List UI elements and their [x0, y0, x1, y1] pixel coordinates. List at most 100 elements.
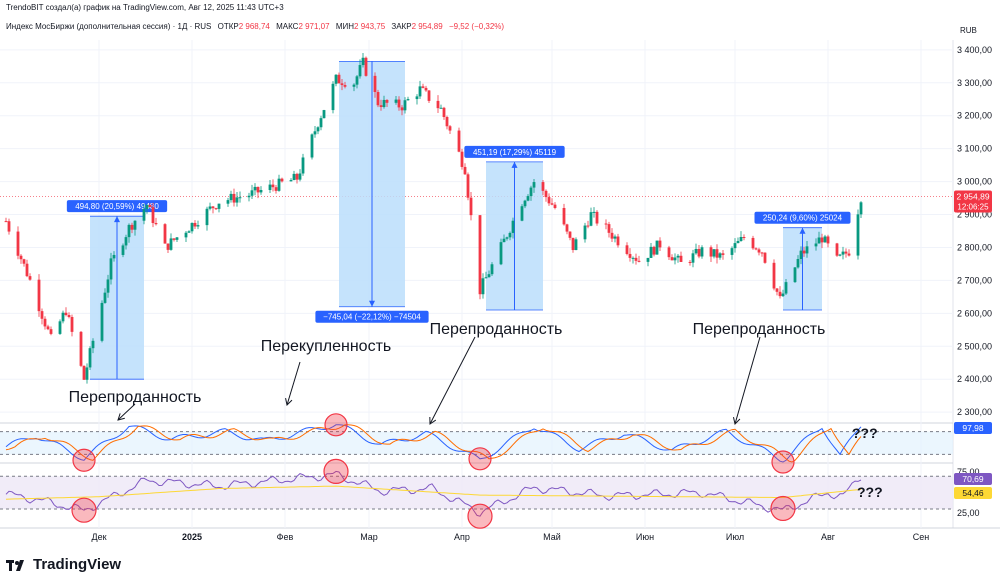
candle-body [670, 257, 674, 261]
candle-body [322, 110, 326, 119]
low-value: 2 943,75 [354, 22, 386, 31]
rsi-ma-value-box [954, 487, 992, 499]
open-label: ОТКР [218, 22, 239, 31]
annotation-arrowhead [732, 417, 741, 426]
candle-body [523, 200, 527, 207]
candle-body [226, 200, 230, 204]
credit-text: TrendoBIT создал(а) график на TradingVie… [6, 3, 284, 12]
candle-body [28, 276, 32, 280]
candle-body [4, 221, 8, 223]
candle-body [592, 211, 596, 213]
candle-body [715, 249, 719, 258]
candle-body [589, 212, 593, 226]
price-tick: 3 200,00 [957, 111, 992, 121]
candle-body [400, 107, 404, 111]
candle-body [358, 65, 362, 77]
candle-body [484, 277, 488, 279]
candle-body [70, 317, 74, 332]
price-tick: 2 600,00 [957, 308, 992, 318]
candle-body [505, 237, 509, 239]
annotation-label: Перекупленность [261, 338, 392, 355]
candle-body [379, 105, 383, 108]
rsi-circle [770, 495, 796, 522]
candle-body [802, 250, 806, 254]
measure-label-box [754, 211, 851, 224]
price-tick: 3 000,00 [957, 177, 992, 187]
time-tick: Сен [913, 532, 930, 542]
candle-body [841, 251, 845, 255]
price-tick: 3 300,00 [957, 78, 992, 88]
candle-body [148, 205, 152, 208]
last-price-time: 12:06:25 [957, 202, 989, 211]
brand-logo[interactable]: TradingView [6, 556, 121, 573]
rsi-tick: 75,00 [957, 467, 980, 477]
candle-body [337, 74, 341, 84]
annotation-arrowhead [429, 416, 437, 425]
candle-body [805, 246, 809, 254]
candle-body [190, 222, 194, 232]
candle-body [754, 248, 758, 250]
candle-body [541, 182, 545, 191]
candle-body [688, 261, 692, 263]
candle-body [421, 86, 425, 88]
candle-body [859, 202, 863, 215]
candle-body [343, 85, 347, 87]
candle-body [373, 75, 377, 93]
candle-body [676, 255, 680, 258]
candle-body [364, 57, 368, 76]
measure-label: 451,19 (17,29%) 45119 [473, 148, 557, 157]
candle-body [166, 243, 170, 250]
candle-body [130, 224, 134, 230]
candle-body [700, 247, 704, 257]
candle-body [793, 267, 797, 283]
candle-body [814, 243, 818, 247]
rsi-circle [323, 458, 349, 485]
candle-body [571, 237, 575, 251]
candle-body [37, 279, 41, 312]
candle-body [253, 186, 257, 191]
tradingview-logo-icon [6, 559, 24, 571]
last-price-box [954, 190, 992, 213]
annotation-arrow [734, 336, 761, 425]
legend-line: Индекс МосБиржи (дополнительная сессия) … [6, 22, 504, 31]
candle-body [712, 249, 716, 257]
candle-body [193, 222, 197, 227]
candle-body [313, 131, 317, 135]
candle-body [277, 178, 281, 191]
candle-body [760, 252, 764, 254]
open-value: 2 968,74 [239, 22, 271, 31]
candle-body [301, 157, 305, 174]
candle-body [187, 231, 191, 233]
candle-body [163, 224, 167, 244]
candle-body [784, 282, 788, 294]
candle-body [616, 236, 620, 246]
stoch-circle [771, 450, 795, 474]
candle-body [562, 207, 566, 225]
annotation-arrow [286, 361, 301, 406]
candle-body [694, 248, 698, 254]
measure-tools[interactable]: 494,80 (20,59%) 49480 −745,04 (−22,12%) −… [66, 61, 851, 380]
candle-body [574, 239, 578, 251]
candle-body [847, 253, 851, 256]
candle-body [274, 187, 278, 191]
candle-body [106, 279, 110, 293]
candle-body [214, 208, 218, 210]
rsi-circle [71, 497, 97, 523]
rsi-ma-value: 54,46 [962, 488, 984, 498]
candle-body [376, 92, 380, 106]
candle-body [631, 257, 635, 259]
candle-body [613, 236, 617, 239]
candle-body [61, 312, 65, 322]
candle-body [109, 258, 113, 280]
brand-name: TradingView [33, 556, 122, 573]
candle-body [856, 214, 860, 256]
price-tick: 3 400,00 [957, 45, 992, 55]
candle-body [628, 253, 632, 258]
candle-body [298, 173, 302, 180]
candle-body [835, 243, 839, 256]
rsi-circle [467, 503, 493, 529]
question-mark: ??? [852, 425, 878, 441]
candle-body [424, 87, 428, 91]
